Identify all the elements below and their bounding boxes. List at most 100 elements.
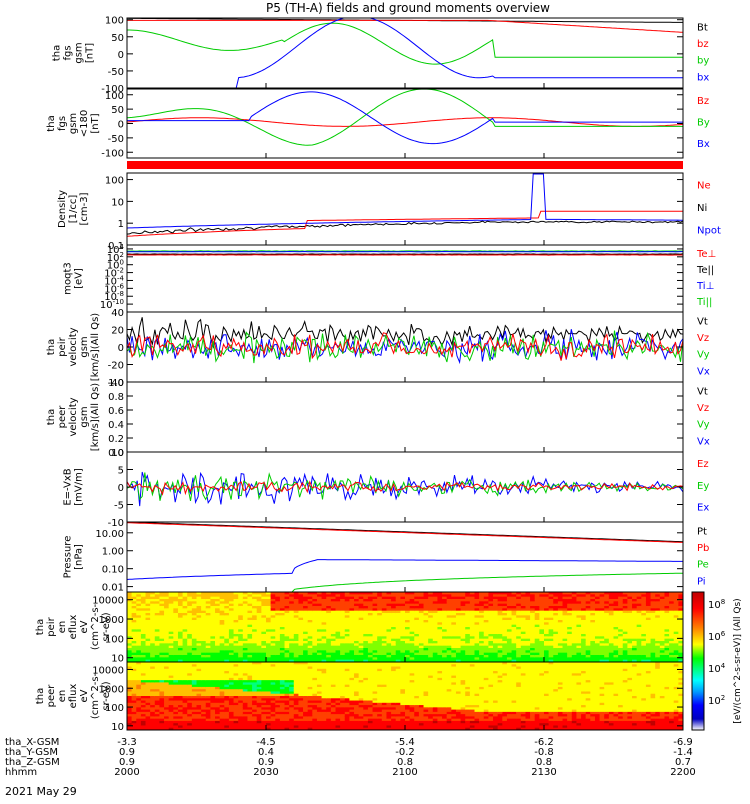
ytick-label-fgs_gsm: 0: [118, 50, 124, 61]
frame-peer_velocity: [127, 382, 683, 452]
legend-temperature-Ti⊥: Ti⊥: [696, 281, 714, 292]
ytick-label-fgs_gse_180: -100: [101, 148, 124, 159]
mode-bar: [127, 161, 683, 169]
ytick-label-efield: 10: [111, 448, 124, 459]
colorbar-tick: 104: [708, 662, 726, 675]
ylabel-pressure: Pressure[nPa]: [63, 536, 85, 579]
colorbar-gradient: [692, 592, 704, 730]
panel-peir_velocity: 40200-20-40thapeirvelocitygsm[km/s](All …: [46, 308, 710, 389]
ytick-label-efield: -10: [108, 518, 124, 529]
legend-fgs_gsm-bx: bx: [697, 72, 709, 83]
ytick-label-peir_spec: 10: [111, 654, 124, 665]
ytick-label-peir_velocity: 20: [111, 326, 124, 337]
ytick-label-peer_spec: 10: [111, 722, 124, 733]
ytick-label-fgs_gse_180: 50: [111, 105, 124, 116]
ytick-label-peer_velocity: 0.2: [108, 434, 124, 445]
ytick-label-pressure: 10.00: [95, 529, 124, 540]
series-Pb: [127, 523, 683, 543]
figure-title: P5 (TH-A) fields and ground moments over…: [266, 1, 550, 15]
footer-row-label: hhmm: [5, 767, 37, 778]
ytick-label-fgs_gse_180: 0: [118, 120, 124, 131]
legend-pressure-Pe: Pe: [697, 560, 709, 571]
plot-area-temperature: [127, 251, 683, 255]
panel-peer_velocity: 1.00.80.60.40.20.0thapeervelocitygsm[km/…: [46, 378, 710, 459]
legend-temperature-Ti||: Ti||: [696, 297, 712, 308]
series-by: [127, 23, 683, 64]
legend-pressure-Pi: Pi: [697, 576, 706, 587]
series-Pt: [127, 522, 683, 542]
series-Pi: [127, 560, 683, 580]
legend-temperature-Te||: Te||: [696, 265, 714, 276]
ytick-label-efield: 0: [118, 483, 124, 494]
legend-efield-Ez: Ez: [697, 459, 709, 470]
ytick-label-peir_velocity: 40: [111, 308, 124, 319]
ytick-label-pressure: 1.00: [102, 547, 124, 558]
footer-value: 2030: [253, 767, 278, 778]
series-Te-perp: [127, 255, 683, 256]
footer-value: 2200: [670, 767, 695, 778]
plot-area-peir_spec: [127, 592, 684, 663]
legend-peer_velocity-Vy: Vy: [697, 420, 710, 431]
legend-peir_velocity-Vx: Vx: [697, 366, 710, 377]
plot-area-efield: [127, 472, 683, 506]
ylabel-density: Density[1/cc][cm-3]: [57, 190, 90, 228]
footer-value: 2000: [114, 767, 139, 778]
legend-pressure-Pt: Pt: [697, 526, 707, 537]
legend-fgs_gsm-Bt: Bt: [697, 22, 708, 33]
ytick-label-peir_velocity: -20: [108, 361, 124, 372]
ytick-label-fgs_gsm: 50: [111, 33, 124, 44]
colorbar-tick: 106: [708, 630, 726, 643]
legend-efield-Ex: Ex: [697, 503, 709, 514]
ytick-label-efield: 5: [118, 466, 124, 477]
legend-peer_velocity-Vx: Vx: [697, 436, 710, 447]
plot-area-pressure: [127, 522, 683, 592]
legend-density-Ne: Ne: [697, 180, 711, 191]
colorbar-label: [eV/(cm^2-s-sr-eV)] (All Qs): [733, 598, 743, 723]
ytick-label-density: 10: [111, 197, 124, 208]
legend-density-Npot: Npot: [697, 225, 721, 236]
legend-density-Ni: Ni: [697, 203, 707, 214]
ytick-label-density: 1: [118, 219, 124, 230]
ytick-label-peir_velocity: 0: [118, 343, 124, 354]
series-Ne: [127, 211, 683, 236]
ylabel-peer_spec: thapeerenefluxeV(cm^2-s-sr-eV): [35, 672, 112, 719]
plot-area-density: [127, 174, 683, 236]
plot-area-fgs_gse_180: [127, 89, 683, 145]
ytick-label-peer_velocity: 0.8: [108, 392, 124, 403]
date-label: 2021 May 29: [5, 785, 77, 798]
legend-peir_velocity-Vy: Vy: [697, 350, 710, 361]
colorbar-tick: 108: [708, 598, 725, 611]
panel-peer_spec: 10000100010010thapeerenefluxeV(cm^2-s-sr…: [35, 662, 684, 733]
footer-value: 2100: [392, 767, 417, 778]
ytick-label-pressure: 0.10: [102, 565, 124, 576]
ylabel-peer_velocity: thapeervelocitygsm[km/s](All Qs): [46, 383, 101, 451]
ylabel-peir_spec: thapeirenefluxeV(cm^2-s-sr-eV): [35, 603, 112, 650]
legend-peir_velocity-Vz: Vz: [697, 333, 709, 344]
legend-fgs_gse_180-Bz: Bz: [697, 96, 709, 107]
legend-pressure-Pb: Pb: [697, 543, 709, 554]
ytick-label-fgs_gse_180: -50: [108, 134, 124, 145]
plot-area-peer_spec: [127, 662, 684, 731]
legend-fgs_gse_180-Bx: Bx: [697, 139, 710, 150]
ylabel-temperature: moqt3[eV]: [63, 262, 85, 295]
legend-peer_velocity-Vz: Vz: [697, 403, 709, 414]
series-Te-par: [127, 254, 683, 255]
panel-temperature: 10410210010-210-410-610-810-10moqt3[eV]T…: [63, 243, 717, 312]
legend-peer_velocity-Vt: Vt: [697, 386, 708, 397]
panel-peir_spec: 10000100010010thapeirenefluxeV(cm^2-s-sr…: [35, 592, 684, 665]
ylabel-efield: E=-VxB[mV/m]: [63, 468, 85, 506]
ytick-label-density: 100: [105, 176, 124, 187]
ytick-label-peer_velocity: 0.6: [108, 406, 124, 417]
footer-value: 2130: [531, 767, 556, 778]
plot-area-peir_velocity: [127, 317, 683, 363]
legend-efield-Ey: Ey: [697, 481, 709, 492]
ytick-label-peer_velocity: 1.0: [108, 378, 124, 389]
series-By: [127, 89, 683, 145]
